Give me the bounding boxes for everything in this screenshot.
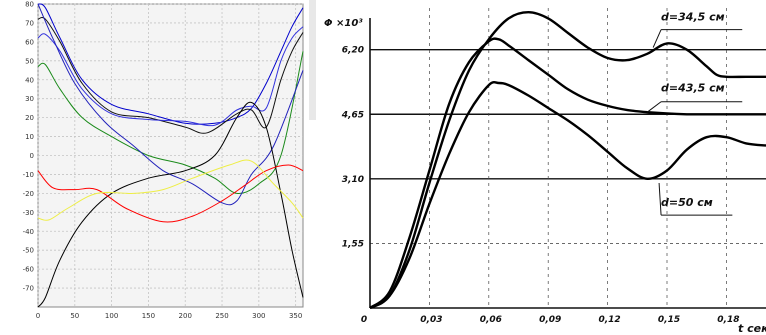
right-x-tick-label: 0,09 <box>539 315 561 325</box>
right-curve-label-leader <box>646 101 662 113</box>
left-y-tick-label: -60 <box>23 266 34 274</box>
right-x-tick-label: 0,03 <box>420 315 442 325</box>
right-x-tick-label: 0,15 <box>658 315 680 325</box>
right-y-axis-label: Φ ×10³ <box>324 18 363 29</box>
right-series-line-2 <box>369 37 766 309</box>
left-x-tick-label: 250 <box>215 312 228 320</box>
right-x-tick-label: 0 <box>361 315 367 325</box>
right-x-tick-labels: 0 0,03 0,06 0,09 0,12 0,15 0,18 <box>361 315 740 325</box>
left-series-line-2 <box>37 17 304 134</box>
left-x-tick-label: 0 <box>36 312 40 320</box>
right-curve-label-leader <box>652 29 662 48</box>
right-x-axis-label: t сек <box>738 322 766 335</box>
right-x-tick-label: 0,06 <box>480 315 502 325</box>
right-y-tick-labels: 1,55 3,10 4,65 6,20 <box>341 46 364 250</box>
left-series-line-3 <box>37 26 304 127</box>
left-x-tick-label: 100 <box>105 312 118 320</box>
right-series-line-3 <box>369 81 766 310</box>
left-y-tick-label: -30 <box>23 209 34 217</box>
left-series-line-5 <box>37 3 304 206</box>
left-y-tick-labels: 80 70 60 50 40 30 20 10 0 -10 -20 -30 -40 -50 -60 -70 <box>23 1 34 293</box>
left-series-line-8 <box>37 159 304 221</box>
left-y-tick-label: 0 <box>30 152 34 160</box>
left-y-tick-label: 80 <box>25 1 34 9</box>
left-x-tick-label: 300 <box>252 312 265 320</box>
right-curve-label-2: d=43,5 см <box>661 81 725 94</box>
left-y-tick-label: 40 <box>25 76 34 84</box>
left-y-tick-label: 30 <box>25 95 34 103</box>
left-y-tick-label: -50 <box>23 247 34 255</box>
right-y-tick-label: 4,65 <box>341 110 364 120</box>
right-y-tick-label: 3,10 <box>342 175 364 185</box>
left-series-line-7 <box>37 164 304 223</box>
chart-right-flux-transient: Φ ×10³ t сек 1,553,104,656,20 0 0,03 0,06 0… <box>324 8 766 335</box>
left-series-group <box>37 3 304 308</box>
left-x-tick-label: 150 <box>142 312 155 320</box>
left-y-tick-label: 70 <box>25 19 34 27</box>
left-y-tick-label: 20 <box>25 114 34 122</box>
left-y-tick-label: 60 <box>25 38 34 46</box>
left-y-tick-label: -20 <box>23 190 34 198</box>
left-x-tick-label: 50 <box>70 312 79 320</box>
left-y-tick-label: 50 <box>25 57 34 65</box>
right-y-tick-label: 6,20 <box>342 46 364 56</box>
left-x-tick-label: 350 <box>289 312 302 320</box>
right-gridlines <box>370 8 766 308</box>
right-curve-label-leader <box>658 182 662 216</box>
left-x-tick-labels: 0 50 100 150 200 250 300 350 <box>36 312 303 320</box>
left-y-tick-label: -10 <box>23 171 34 179</box>
left-x-tick-label: 200 <box>179 312 192 320</box>
left-y-tick-label: -70 <box>23 285 34 293</box>
right-y-tick-label: 1,55 <box>342 239 364 249</box>
left-y-tick-label: -40 <box>23 228 34 236</box>
left-side-bar <box>309 0 316 120</box>
right-series-group <box>369 10 766 310</box>
right-curve-annotations: d=34,5 см d=43,5 см d=50 см <box>646 11 743 216</box>
right-series-line-1 <box>369 10 766 310</box>
right-curve-label-3: d=50 см <box>661 196 713 209</box>
right-x-tick-label: 0,18 <box>717 315 739 325</box>
right-curve-label-1: d=34,5 см <box>661 11 725 24</box>
left-series-line-6 <box>37 101 304 308</box>
right-x-tick-label: 0,12 <box>598 315 620 325</box>
left-y-tick-label: 10 <box>25 133 34 141</box>
